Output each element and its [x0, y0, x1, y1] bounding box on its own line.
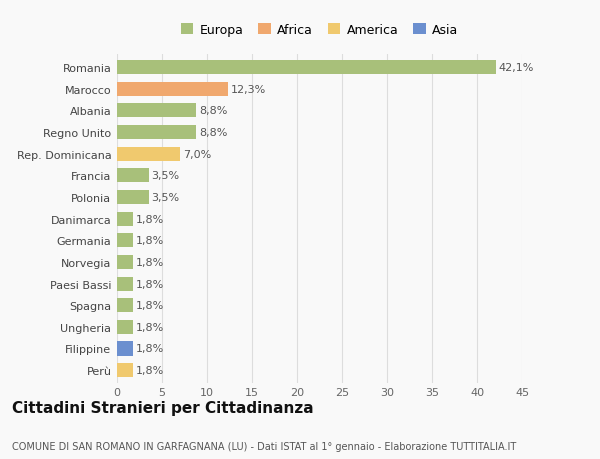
Text: 12,3%: 12,3%: [230, 84, 266, 95]
Text: 1,8%: 1,8%: [136, 236, 164, 246]
Legend: Europa, Africa, America, Asia: Europa, Africa, America, Asia: [176, 19, 463, 42]
Text: 3,5%: 3,5%: [151, 171, 179, 181]
Bar: [117, 147, 180, 162]
Bar: [117, 169, 149, 183]
Text: 3,5%: 3,5%: [151, 193, 179, 202]
Bar: [117, 234, 133, 248]
Bar: [117, 341, 133, 356]
Bar: [117, 126, 196, 140]
Text: 7,0%: 7,0%: [183, 150, 211, 159]
Text: 8,8%: 8,8%: [199, 128, 227, 138]
Bar: [117, 255, 133, 269]
Text: 1,8%: 1,8%: [136, 257, 164, 267]
Bar: [117, 104, 196, 118]
Bar: [117, 83, 228, 97]
Text: 1,8%: 1,8%: [136, 344, 164, 354]
Text: 1,8%: 1,8%: [136, 214, 164, 224]
Bar: [117, 212, 133, 226]
Text: 1,8%: 1,8%: [136, 365, 164, 375]
Bar: [117, 298, 133, 313]
Text: 1,8%: 1,8%: [136, 301, 164, 311]
Bar: [117, 363, 133, 377]
Bar: [117, 320, 133, 334]
Text: COMUNE DI SAN ROMANO IN GARFAGNANA (LU) - Dati ISTAT al 1° gennaio - Elaborazion: COMUNE DI SAN ROMANO IN GARFAGNANA (LU) …: [12, 441, 516, 451]
Bar: [117, 190, 149, 205]
Bar: [117, 61, 496, 75]
Text: 8,8%: 8,8%: [199, 106, 227, 116]
Text: 42,1%: 42,1%: [499, 63, 534, 73]
Bar: [117, 277, 133, 291]
Text: 1,8%: 1,8%: [136, 279, 164, 289]
Text: 1,8%: 1,8%: [136, 322, 164, 332]
Text: Cittadini Stranieri per Cittadinanza: Cittadini Stranieri per Cittadinanza: [12, 400, 314, 415]
